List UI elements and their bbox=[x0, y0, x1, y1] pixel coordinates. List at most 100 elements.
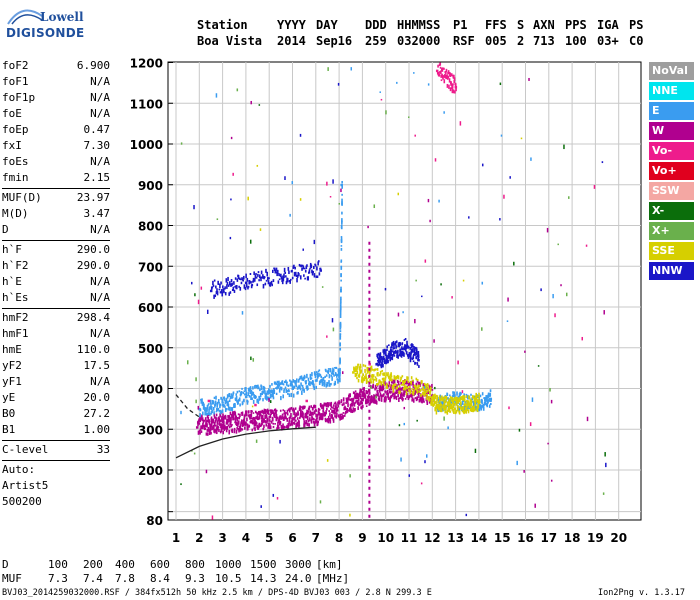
echo-point bbox=[470, 400, 473, 406]
echo-point bbox=[352, 398, 354, 404]
echo-point bbox=[388, 344, 390, 347]
echo-point bbox=[249, 414, 252, 417]
parameter-value: 3.47 bbox=[83, 207, 111, 220]
echo-point bbox=[364, 394, 367, 398]
echo-point bbox=[278, 388, 281, 393]
distance-value: 200 bbox=[83, 558, 103, 571]
header-value: 032000 bbox=[397, 34, 441, 48]
echo-point bbox=[392, 351, 395, 356]
echo-point bbox=[377, 392, 379, 397]
echo-point bbox=[281, 413, 284, 416]
echo-point bbox=[388, 378, 391, 382]
echo-point bbox=[459, 405, 462, 409]
echo-point bbox=[477, 405, 480, 409]
echo-point bbox=[476, 405, 479, 409]
echo-point bbox=[462, 398, 464, 401]
echo-point bbox=[251, 417, 253, 420]
echo-point bbox=[387, 372, 389, 376]
echo-point bbox=[230, 393, 232, 396]
echo-point bbox=[440, 403, 443, 407]
echo-point bbox=[209, 406, 211, 410]
echo-point bbox=[307, 419, 310, 423]
echo-point bbox=[310, 381, 312, 385]
echo-point bbox=[229, 411, 232, 416]
echo-point bbox=[307, 387, 309, 390]
echo-point bbox=[450, 73, 453, 77]
echo-point bbox=[214, 400, 217, 405]
echo-point bbox=[359, 403, 361, 406]
echo-point bbox=[295, 378, 298, 383]
echo-point bbox=[253, 417, 256, 422]
echo-point bbox=[450, 396, 452, 399]
echo-point bbox=[232, 414, 235, 418]
echo-point bbox=[403, 339, 406, 341]
echo-point bbox=[339, 302, 342, 305]
echo-point bbox=[278, 273, 280, 277]
noise-echo bbox=[560, 284, 562, 287]
noise-echo bbox=[457, 360, 459, 365]
echo-point bbox=[239, 286, 242, 291]
x-tick-label: 8 bbox=[335, 531, 343, 545]
echo-point bbox=[384, 353, 387, 357]
echo-point bbox=[406, 393, 409, 397]
muf-value: 7.8 bbox=[115, 572, 135, 585]
data-point bbox=[389, 390, 392, 394]
echo-point bbox=[257, 271, 260, 274]
echo-point bbox=[285, 416, 287, 419]
noise-echo bbox=[443, 111, 445, 114]
echo-point bbox=[465, 395, 468, 398]
echo-point bbox=[286, 389, 289, 393]
echo-point bbox=[203, 419, 205, 422]
echo-point bbox=[333, 404, 335, 407]
echo-point bbox=[369, 400, 371, 405]
echo-point bbox=[321, 382, 324, 387]
echo-point bbox=[410, 380, 412, 385]
echo-point bbox=[216, 401, 219, 406]
header-value: 2 bbox=[517, 34, 525, 48]
echo-point bbox=[284, 271, 287, 274]
echo-point bbox=[446, 411, 449, 415]
echo-point bbox=[296, 423, 299, 427]
echo-point bbox=[279, 415, 281, 419]
noise-echo bbox=[180, 142, 183, 145]
echo-point bbox=[270, 280, 273, 285]
echo-point bbox=[283, 412, 286, 415]
echo-point bbox=[219, 419, 222, 423]
header-label: IGA bbox=[597, 18, 619, 32]
noise-echo bbox=[190, 281, 193, 285]
echo-point bbox=[302, 405, 305, 410]
noise-echo bbox=[236, 88, 239, 92]
data-point bbox=[338, 375, 341, 378]
noise-echo bbox=[554, 313, 556, 318]
echo-point bbox=[372, 377, 374, 380]
echo-point bbox=[334, 367, 336, 369]
echo-point bbox=[384, 377, 387, 380]
echo-point bbox=[222, 285, 224, 289]
echo-point bbox=[340, 226, 343, 230]
echo-point bbox=[277, 421, 279, 426]
echo-point bbox=[250, 389, 253, 395]
noise-echo bbox=[513, 261, 515, 266]
echo-point bbox=[256, 412, 259, 417]
echo-point bbox=[257, 426, 259, 430]
echo-point bbox=[398, 353, 401, 357]
noise-echo bbox=[252, 358, 255, 362]
echo-point bbox=[325, 410, 327, 415]
echo-point bbox=[216, 420, 219, 425]
echo-point bbox=[385, 372, 387, 376]
echo-point bbox=[472, 395, 475, 399]
parameter-row: foF2 6.900 bbox=[2, 58, 110, 74]
echo-point bbox=[447, 408, 450, 412]
noise-echo bbox=[349, 513, 351, 517]
echo-point bbox=[297, 390, 299, 395]
echo-point bbox=[361, 391, 364, 396]
echo-point bbox=[213, 416, 216, 419]
echo-point bbox=[474, 395, 477, 400]
chart-marks bbox=[175, 241, 371, 520]
echo-point bbox=[299, 264, 301, 267]
noise-echo bbox=[284, 176, 286, 180]
data-point bbox=[375, 393, 378, 397]
echo-point bbox=[427, 387, 430, 390]
echo-point bbox=[264, 282, 267, 286]
echo-point bbox=[203, 424, 206, 430]
